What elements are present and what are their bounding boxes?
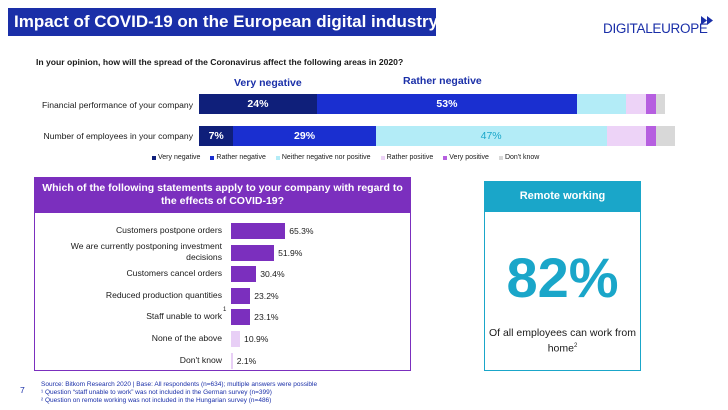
legend-label: Neither negative nor positive [281,154,371,161]
statement-bar [231,352,233,369]
legend-item: Neither negative nor positive [275,154,371,161]
statement-value: 51.9% [278,247,303,258]
legend-label: Rather negative [216,154,266,161]
stack-row-label: Financial performance of your company [42,100,193,110]
page-number: 7 [20,385,25,395]
chart-legend: Very negative Rather negative Neither nega… [152,154,549,161]
stack-segment: 53% [316,94,578,114]
stack-segment: 47% [375,126,607,146]
digitaleurope-logo: DIGITALEUROPE [603,21,708,36]
legend-item: Very positive [443,154,489,161]
statement-label: We are currently postponing investment d… [70,240,222,262]
legend-label: Very negative [158,154,201,161]
legend-item: Don't know [498,154,540,161]
statement-value: 23.2% [254,290,279,301]
header-rather-negative: Rather negative [403,75,482,87]
statement-value: 23.1% [254,312,279,323]
statement-bar [231,309,251,326]
legend-swatch [498,155,503,160]
logo-arrows-icon [701,16,713,25]
stack-segment [655,126,676,146]
statement-label: Staff unable to work [146,311,222,322]
stack-segment: 29% [233,126,376,146]
remote-value: 82% [506,246,619,309]
statement-bar [231,266,257,283]
statement-label: Customers cancel orders [126,268,222,279]
survey-question: In your opinion, how will the spread of … [36,57,404,67]
legend-item: Rather positive [380,154,434,161]
stack-segment [606,126,646,146]
statement-label: Customers postpone orders [115,225,222,235]
statement-bar [231,287,251,304]
stack-segment [645,126,656,146]
stack-segment: 24% [199,94,317,114]
page-title: Impact of COVID-19 on the European digit… [8,8,438,36]
footer-source: Source: Bitkom Research 2020 | Base: All… [41,381,318,388]
legend-swatch [210,155,215,160]
statement-value: 65.3% [289,226,314,236]
header-very-negative: Very negative [234,77,302,89]
stack-row-label: Number of employees in your company [43,131,193,141]
legend-swatch [443,155,448,160]
legend-label: Rather positive [386,154,434,161]
remote-caption: Of all employees can work from home2 [484,327,641,356]
legend-label: Don't know [504,154,540,161]
statement-bar [231,223,286,239]
statement-bar [231,331,241,347]
stack-segment: 7% [199,126,234,146]
legend-label: Very positive [449,154,489,161]
legend-swatch [275,155,280,160]
stack-segment [626,94,646,114]
stack-segment [655,94,666,114]
statement-value: 30.4% [260,269,285,280]
statement-value: 2.1% [236,355,257,366]
statement-label: Don't know [179,354,222,365]
legend-swatch [152,155,156,160]
footnote-marker: 1 [223,307,227,314]
statement-label: None of the above [151,333,222,343]
legend-item: Very negative [152,154,200,161]
stack-segment [645,94,656,114]
remote-panel-title: Remote working [484,181,641,212]
remote-caption-text: Of all employees can work from home [488,327,637,355]
remote-caption-marker: 2 [573,343,578,349]
statement-label: Reduced production quantities [105,289,222,300]
statement-value: 10.9% [244,334,269,344]
statements-panel-title: Which of the following statements apply … [34,177,411,213]
stack-segment [577,94,627,114]
statement-bar [231,244,275,261]
legend-item: Rather negative [210,154,266,161]
footer-note-2: ² Question on remote working was not inc… [41,397,272,404]
footer-note-1: ¹ Question “staff unable to work” was no… [41,389,272,396]
legend-swatch [380,155,385,160]
